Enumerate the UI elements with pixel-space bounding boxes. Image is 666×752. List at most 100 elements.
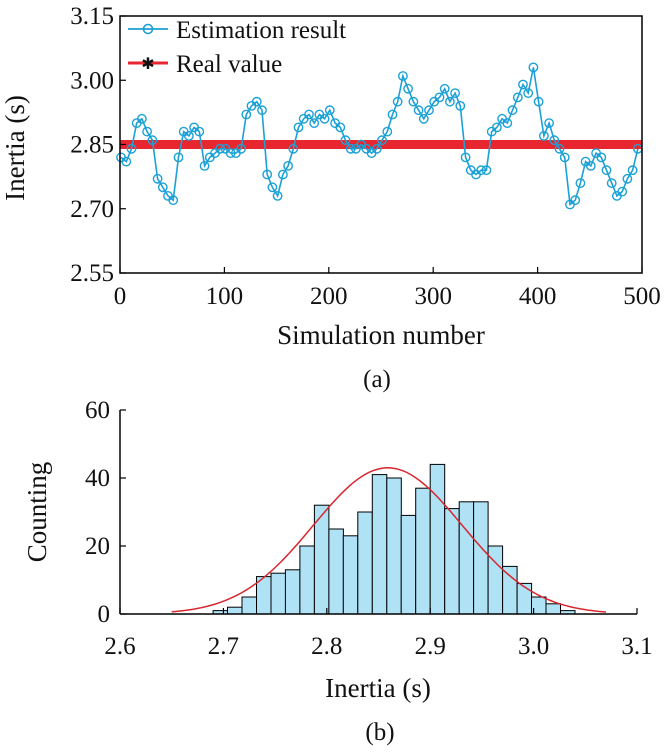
histogram-bar [227, 606, 243, 615]
estimation-point [476, 165, 487, 176]
estimation-point [554, 143, 565, 154]
legend-real-label: Real value [176, 51, 282, 78]
estimation-point [340, 135, 351, 146]
estimation-point [507, 105, 518, 116]
estimation-point [518, 79, 528, 90]
estimation-point [434, 92, 445, 103]
estimation-point [403, 83, 413, 94]
estimation-point [168, 195, 179, 206]
estimation-point [272, 190, 283, 201]
estimation-point [539, 130, 549, 141]
histogram-bar [415, 487, 431, 615]
b-y-tick-label: 0 [98, 601, 111, 628]
estimation-point [241, 109, 252, 120]
estimation-point [455, 101, 466, 111]
estimation-point [502, 118, 513, 129]
estimation-point [142, 126, 153, 137]
a-y-tick-label: 2.70 [70, 196, 114, 223]
panel-b-x-axis-label: Inertia (s) [325, 673, 431, 703]
b-x-tick-label: 2.9 [415, 633, 446, 660]
panel-a-plot-marks [116, 62, 643, 210]
estimation-point [288, 143, 299, 154]
estimation-point [136, 113, 147, 124]
histogram-bar [299, 545, 315, 615]
estimation-point [309, 118, 320, 129]
estimation-point [215, 143, 226, 154]
estimation-point [533, 96, 544, 107]
histogram-bar [386, 477, 402, 615]
estimation-point [549, 135, 560, 146]
histogram-bar [371, 474, 388, 615]
legend-entry-estimation: Estimation result [128, 17, 346, 44]
estimation-point [382, 126, 393, 137]
a-x-tick-label: 300 [414, 283, 452, 310]
a-y-tick-label: 3.15 [70, 3, 114, 30]
estimation-point [585, 160, 596, 171]
estimation-point [345, 143, 356, 154]
histogram-bar [342, 535, 359, 615]
a-x-tick-label: 400 [519, 283, 557, 310]
estimation-point [262, 169, 273, 180]
estimation-point [377, 135, 387, 146]
estimation-point [601, 165, 612, 176]
estimation-point [324, 105, 335, 116]
a-x-tick-label: 100 [206, 283, 244, 310]
estimation-point [544, 118, 554, 129]
b-y-tick-label: 40 [85, 465, 110, 492]
estimation-point [251, 96, 262, 107]
legend-estimation-label: Estimation result [176, 17, 346, 44]
estimation-point [606, 178, 617, 189]
estimation-point [277, 169, 288, 180]
histogram-bar [516, 582, 533, 615]
b-x-tick-label: 3.0 [518, 633, 549, 660]
panel-a-y-axis-label: Inertia (s) [0, 95, 30, 201]
estimation-point [439, 83, 450, 94]
estimation-point [397, 71, 408, 81]
estimation-point [627, 165, 638, 176]
normal-fit-curve [171, 467, 607, 613]
estimation-series-line [120, 67, 639, 207]
panel-a-legend: Estimation result ✱ Real value [128, 17, 346, 78]
panel-b-caption: (b) [365, 719, 394, 746]
estimation-point [617, 186, 628, 197]
estimation-point [199, 160, 210, 171]
estimation-point [194, 126, 205, 137]
estimation-point [121, 156, 132, 167]
estimation-point [450, 88, 460, 99]
histogram-bar [545, 603, 561, 615]
estimation-point [267, 182, 278, 193]
histogram-bar [328, 528, 344, 615]
histogram-bar [429, 463, 446, 615]
estimation-point [147, 135, 158, 146]
estimation-point [444, 96, 455, 107]
a-x-tick-label: 500 [623, 283, 661, 310]
estimation-point [460, 152, 471, 163]
estimation-point [528, 62, 539, 73]
estimation-point [387, 109, 398, 120]
estimation-point [523, 88, 534, 99]
panel-a-x-axis-label: Simulation number [277, 320, 485, 350]
histogram-bar [444, 508, 460, 615]
estimation-point [225, 148, 236, 159]
panel-b-y-axis-label: Counting [22, 462, 52, 563]
b-y-tick-label: 60 [85, 397, 110, 424]
panel-a: 0 100 200 300 400 500 2.55 2.70 2.85 3.00 3.15 Sim… [0, 3, 661, 393]
b-x-tick-label: 2.7 [208, 633, 239, 660]
estimation-point [283, 160, 293, 171]
estimation-point [408, 96, 419, 107]
a-y-tick-label: 2.55 [70, 260, 114, 287]
histogram-bar [502, 565, 518, 615]
estimation-point [157, 182, 168, 193]
histogram-bar [241, 596, 257, 615]
legend-real-marker: ✱ [141, 56, 154, 73]
panel-b-plot-marks [171, 463, 607, 615]
estimation-point [596, 152, 607, 163]
estimation-point [152, 173, 163, 184]
histogram-bar [473, 501, 489, 615]
legend-entry-real: ✱ Real value [128, 51, 282, 78]
estimation-point [622, 173, 633, 184]
estimation-point [570, 195, 581, 206]
panel-a-caption: (a) [363, 366, 391, 393]
histogram-bar [270, 572, 286, 615]
a-y-tick-label: 2.85 [70, 132, 114, 159]
